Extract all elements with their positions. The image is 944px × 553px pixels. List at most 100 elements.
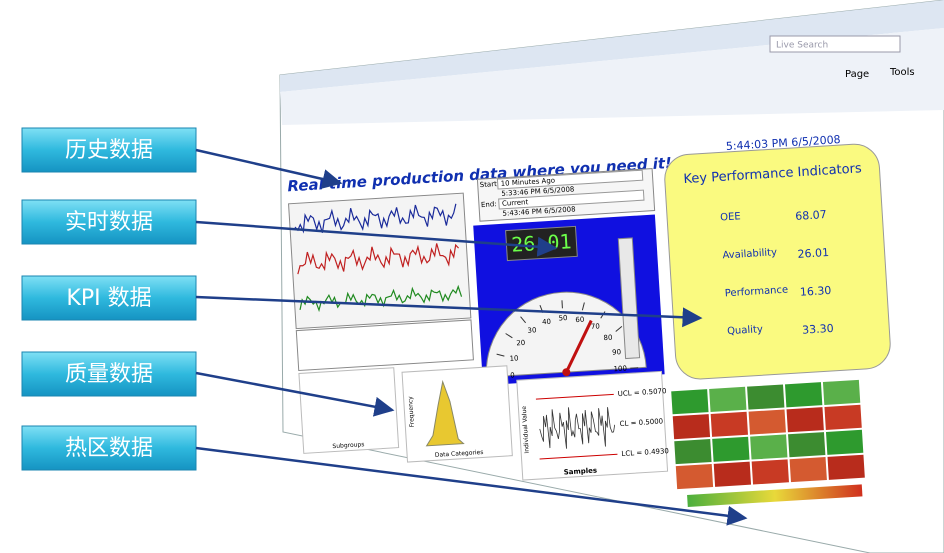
arrow — [195, 295, 703, 328]
arrow — [195, 220, 558, 257]
heatmap — [670, 378, 866, 491]
callout-box — [21, 425, 197, 471]
dial-tick-label: 0 — [510, 371, 515, 379]
callout-box — [21, 127, 197, 173]
dial-tick-label: 70 — [591, 322, 600, 331]
end-select[interactable] — [498, 189, 645, 210]
history-line — [294, 203, 457, 234]
history-line — [299, 284, 463, 313]
heat-cell — [709, 410, 750, 438]
heat-cell — [749, 433, 789, 461]
heat-cell — [786, 431, 827, 459]
bar-gauge — [617, 237, 641, 360]
heat-cell — [788, 455, 828, 484]
heat-cell — [711, 435, 751, 463]
kpi-value: 16.30 — [800, 284, 832, 299]
readout: 26.01 — [511, 229, 573, 257]
callout-box — [21, 199, 197, 245]
end-label: End: — [481, 200, 497, 209]
end-value: Current — [502, 198, 529, 208]
hist-y-label: Frequency — [407, 396, 416, 428]
heat-cell — [670, 388, 710, 416]
callout-label: 质量数据 — [65, 362, 153, 387]
search-text: Live Search — [776, 41, 828, 51]
kpi-value: 26.01 — [797, 246, 829, 261]
history-line — [297, 243, 460, 275]
ucl-line — [535, 393, 614, 400]
dial-tick-label: 90 — [612, 348, 621, 357]
heat-cell — [824, 428, 865, 456]
histogram-bars — [425, 379, 465, 447]
start-select[interactable] — [496, 169, 644, 190]
history-table — [295, 319, 474, 372]
heat-cell — [673, 437, 713, 466]
start-value: 10 Minutes Ago — [500, 177, 555, 188]
needle — [564, 319, 593, 373]
control-chart — [516, 370, 669, 481]
callout-label: 热区数据 — [65, 436, 153, 461]
kpi-name: Availability — [722, 247, 777, 261]
hist-x-label: Data Categories — [435, 449, 484, 459]
heat-cell — [826, 453, 866, 481]
individual-label: Individual Value — [521, 405, 531, 453]
dial-tick-label: 100 — [613, 364, 627, 373]
dashboard: Real time production data where you need… — [287, 133, 891, 508]
cl-label: CL = 0.5000 — [619, 417, 663, 428]
callout-box — [21, 351, 197, 397]
heat-legend — [687, 484, 863, 508]
dial-tick-label: 30 — [527, 326, 536, 335]
heat-cell — [712, 460, 753, 488]
kpi-panel — [664, 143, 891, 380]
dial-tick — [505, 333, 513, 339]
dial-tick — [581, 302, 585, 311]
heat-cell — [785, 406, 825, 434]
kpi-name: Performance — [725, 285, 789, 300]
kpi-name: OEE — [720, 211, 741, 223]
heat-cell — [708, 385, 748, 414]
lcl-line — [539, 453, 618, 460]
heat-cell — [783, 381, 824, 409]
callout-box — [21, 275, 197, 321]
control-line — [539, 407, 616, 449]
heat-cell — [746, 383, 786, 411]
start-label: Start: — [480, 180, 500, 189]
dial-tick-label: 60 — [575, 316, 584, 325]
callout-label: 实时数据 — [65, 210, 153, 235]
dial-tick-label: 10 — [509, 354, 518, 363]
callout-label: 历史数据 — [65, 138, 153, 163]
lcl-label: LCL = 0.4930 — [621, 447, 669, 458]
callout-label: KPI 数据 — [66, 286, 151, 311]
ucl-label: UCL = 0.5070 — [618, 387, 667, 398]
dial-tick-label: 40 — [542, 318, 551, 327]
samples-label: Samples — [564, 467, 598, 477]
histogram — [401, 365, 513, 463]
tools-menu[interactable]: Tools — [889, 67, 915, 78]
needle-hub — [562, 368, 571, 377]
arrows — [195, 148, 748, 526]
heat-cell — [750, 458, 791, 486]
arrow — [195, 446, 748, 526]
kpi-name: Quality — [727, 324, 763, 337]
arrow — [195, 148, 343, 189]
page-menu[interactable]: Page — [845, 69, 869, 80]
arrow — [195, 371, 395, 417]
kpi-list: OEE 68.07 Availability 26.01 Performance 16.3… — [720, 208, 834, 337]
subgroups-label: Subgroups — [332, 441, 364, 450]
dial-tick-label: 50 — [558, 314, 567, 323]
xbar-chart — [298, 367, 400, 454]
kpi-value: 33.30 — [802, 322, 834, 337]
search-box[interactable] — [769, 35, 901, 53]
heat-cell — [823, 403, 863, 432]
dial-tick-label: 20 — [516, 339, 525, 348]
heat-cell — [747, 408, 787, 436]
kpi-value: 68.07 — [795, 208, 827, 223]
dial-tick — [520, 316, 527, 324]
dial-tick — [615, 326, 623, 332]
dial-tick — [496, 353, 505, 357]
dial-tick-label: 80 — [603, 334, 612, 343]
heat-cell — [671, 413, 712, 441]
